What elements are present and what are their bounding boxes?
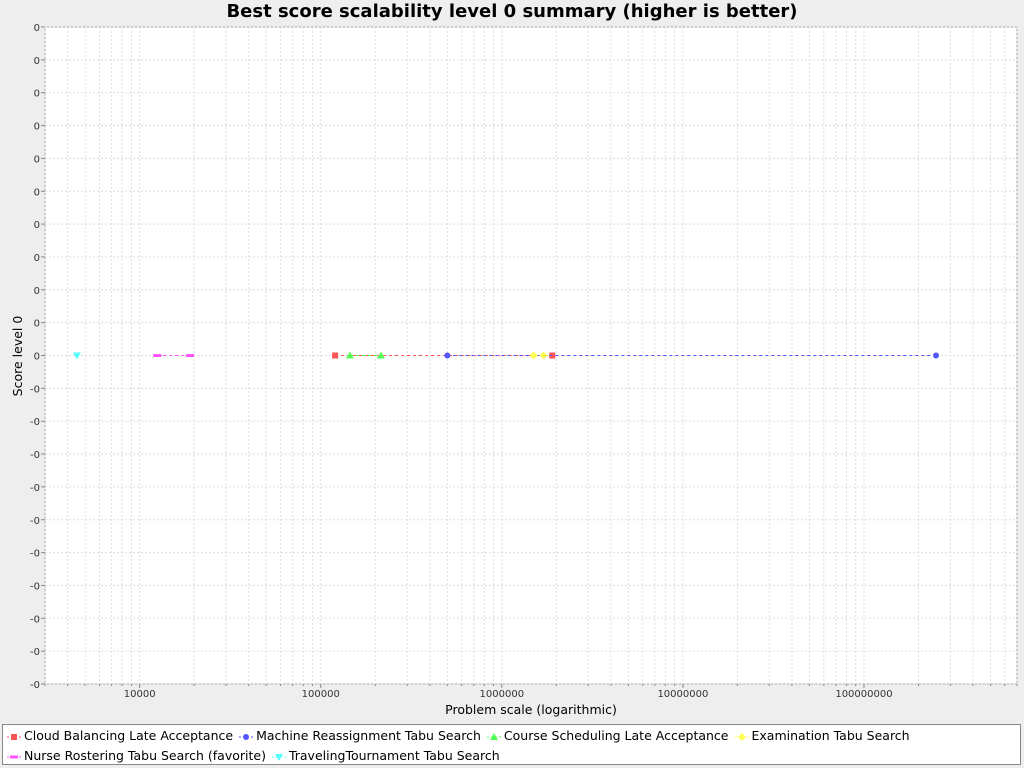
legend-label: Cloud Balancing Late Acceptance xyxy=(24,728,234,743)
y-tick-label: 0 xyxy=(34,253,40,264)
legend-label: Examination Tabu Search xyxy=(751,728,910,743)
series-group xyxy=(72,352,81,360)
legend-row: Nurse Rostering Tabu Search (favorite) Tr… xyxy=(7,746,506,766)
data-point xyxy=(539,351,548,360)
y-tick-label: -0 xyxy=(30,417,40,428)
y-tick-label: 0 xyxy=(34,122,40,133)
legend-swatch-marker xyxy=(737,732,746,741)
data-point xyxy=(72,352,81,360)
y-tick-label: 0 xyxy=(34,352,40,363)
y-tick-label: -0 xyxy=(30,450,40,461)
chart-plot: 0 0 0 0 0 0 0 0 0 0 0 -0 -0 -0 -0 -0 -0 -0 -0 -0 -0 10000 1000… xyxy=(10,23,1018,717)
y-tick-label: 0 xyxy=(34,56,40,67)
legend-label: Machine Reassignment Tabu Search xyxy=(256,728,481,743)
legend-swatch-icon xyxy=(7,755,21,758)
axes: 0 0 0 0 0 0 0 0 0 0 0 -0 -0 -0 -0 -0 -0 -0 -0 -0 -0 10000 1000… xyxy=(30,23,1018,700)
legend-label: Nurse Rostering Tabu Search (favorite) xyxy=(24,748,266,763)
data-point xyxy=(345,351,354,359)
x-tick-label: 100000000 xyxy=(835,689,892,700)
data-point xyxy=(933,352,940,359)
legend-swatch-marker xyxy=(10,755,18,758)
y-tick-label: 0 xyxy=(34,319,40,330)
legend: Cloud Balancing Late Acceptance Machine R… xyxy=(2,724,1021,765)
legend-swatch-marker xyxy=(11,733,17,740)
legend-swatch-icon xyxy=(486,732,501,740)
y-tick-label: -0 xyxy=(30,549,40,560)
legend-swatch-marker xyxy=(243,733,250,740)
data-point xyxy=(529,351,538,360)
x-tick-label: 10000 xyxy=(124,689,156,700)
x-tick-label: 1000000 xyxy=(480,689,525,700)
y-tick-label: -0 xyxy=(30,581,40,592)
chart-title: Best score scalability level 0 summary (… xyxy=(226,1,798,22)
legend-swatch-marker xyxy=(274,753,283,761)
y-tick-label: 0 xyxy=(34,23,40,34)
series-group xyxy=(345,351,385,359)
y-tick-label: 0 xyxy=(34,89,40,100)
legend-swatch-icon xyxy=(271,753,286,761)
legend-item: TravelingTournament Tabu Search xyxy=(271,746,500,766)
x-axis-label: Problem scale (logarithmic) xyxy=(445,702,617,717)
y-tick-label: 0 xyxy=(34,187,40,198)
data-point xyxy=(444,352,451,359)
x-tick-label: 10000000 xyxy=(657,689,708,700)
y-tick-label: 0 xyxy=(34,154,40,165)
y-tick-label: 0 xyxy=(34,286,40,297)
y-axis-label: Score level 0 xyxy=(10,316,25,397)
legend-swatch-icon xyxy=(7,733,21,740)
legend-item: Machine Reassignment Tabu Search xyxy=(239,726,481,746)
y-tick-label: -0 xyxy=(30,516,40,527)
data-point xyxy=(186,354,195,357)
y-tick-label: -0 xyxy=(30,680,40,691)
legend-swatch-icon xyxy=(239,733,254,740)
legend-item: Course Scheduling Late Acceptance xyxy=(486,726,729,746)
data-point xyxy=(332,352,339,359)
y-tick-label: -0 xyxy=(30,614,40,625)
legend-item: Cloud Balancing Late Acceptance xyxy=(7,726,233,746)
series-group xyxy=(529,351,548,360)
legend-item: Nurse Rostering Tabu Search (favorite) xyxy=(7,746,266,766)
y-tick-label: -0 xyxy=(30,384,40,395)
data-point xyxy=(376,351,385,359)
x-tick-label: 100000 xyxy=(302,689,340,700)
legend-row: Cloud Balancing Late Acceptance Machine R… xyxy=(7,726,916,746)
legend-swatch-icon xyxy=(734,732,749,741)
series-layer xyxy=(72,351,940,360)
y-tick-label: 0 xyxy=(34,220,40,231)
y-tick-label: -0 xyxy=(30,647,40,658)
series-group xyxy=(444,352,940,359)
data-point xyxy=(153,354,162,357)
legend-item: Examination Tabu Search xyxy=(734,726,910,746)
y-tick-label: -0 xyxy=(30,483,40,494)
legend-swatch-marker xyxy=(489,732,498,740)
legend-label: Course Scheduling Late Acceptance xyxy=(503,728,729,743)
legend-label: TravelingTournament Tabu Search xyxy=(288,748,500,763)
series-group xyxy=(153,354,195,357)
